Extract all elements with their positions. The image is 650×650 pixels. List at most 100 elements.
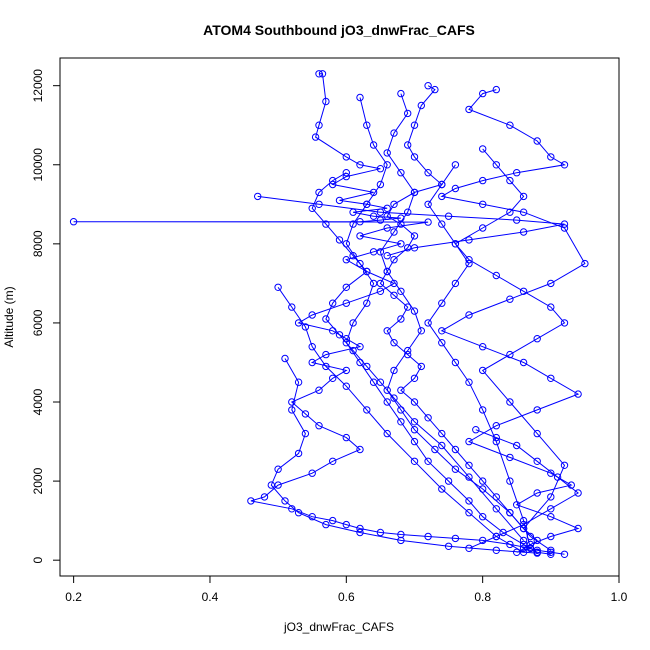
data-point xyxy=(383,429,391,438)
data-point xyxy=(390,339,398,347)
y-tick-label: 4000 xyxy=(31,388,45,415)
series-line xyxy=(427,164,531,549)
data-point xyxy=(533,457,541,465)
data-point xyxy=(342,382,350,390)
series-2 xyxy=(376,82,541,556)
data-point xyxy=(356,161,364,169)
data-point xyxy=(506,453,514,462)
data-point xyxy=(390,200,398,209)
data-point xyxy=(438,441,446,450)
data-point xyxy=(533,406,541,414)
data-point xyxy=(513,169,521,177)
series-3 xyxy=(438,85,589,558)
data-point xyxy=(492,546,500,554)
data-point xyxy=(342,169,350,177)
data-point xyxy=(308,343,316,351)
data-point xyxy=(424,319,432,327)
data-point xyxy=(526,544,535,552)
data-point xyxy=(369,212,378,220)
y-axis: 0 2000 4000 6000 8000 10000 12000 xyxy=(31,69,61,564)
y-tick-label: 12000 xyxy=(31,69,45,103)
data-point xyxy=(451,184,460,193)
data-point xyxy=(363,299,371,307)
data-point xyxy=(519,358,528,367)
data-point xyxy=(465,236,473,244)
data-point xyxy=(342,433,350,442)
data-point xyxy=(397,287,405,295)
data-point xyxy=(431,85,439,94)
data-point xyxy=(410,457,419,465)
data-point xyxy=(294,449,303,458)
data-point xyxy=(547,469,555,477)
data-point xyxy=(451,445,460,454)
data-point xyxy=(342,256,350,264)
data-point xyxy=(318,70,327,78)
x-tick-label: 0.4 xyxy=(202,590,219,604)
data-point xyxy=(329,299,337,307)
data-point xyxy=(533,429,541,438)
series-10 xyxy=(254,192,569,260)
data-point xyxy=(404,303,412,311)
data-point xyxy=(308,469,316,477)
data-point xyxy=(492,161,500,169)
data-point xyxy=(506,176,514,185)
data-point xyxy=(363,267,371,276)
data-point xyxy=(342,172,350,181)
data-point xyxy=(560,550,569,558)
data-point xyxy=(376,528,385,537)
data-point xyxy=(397,89,405,98)
data-point xyxy=(479,343,487,351)
data-point xyxy=(424,82,432,90)
data-point xyxy=(376,378,385,386)
series-12 xyxy=(465,426,582,552)
data-point xyxy=(267,481,275,489)
data-point xyxy=(376,165,385,173)
data-point xyxy=(519,192,528,201)
data-point xyxy=(404,208,412,216)
series-line xyxy=(270,358,538,554)
data-point xyxy=(274,283,282,291)
data-point xyxy=(479,513,487,521)
x-axis: 0.2 0.4 0.6 0.8 1.0 xyxy=(65,575,628,604)
data-point xyxy=(479,406,487,414)
data-point xyxy=(410,398,419,406)
data-point xyxy=(369,188,378,197)
data-point xyxy=(424,414,432,422)
data-point xyxy=(410,307,419,315)
data-point xyxy=(397,315,405,323)
data-point xyxy=(390,291,398,299)
data-point xyxy=(519,516,528,525)
data-point xyxy=(519,536,528,545)
series-1 xyxy=(69,70,569,558)
data-point xyxy=(547,279,555,288)
data-point xyxy=(404,141,412,149)
data-point xyxy=(506,208,514,216)
data-point xyxy=(369,279,378,288)
data-point xyxy=(417,101,425,110)
data-point xyxy=(492,532,500,541)
data-point xyxy=(547,505,555,513)
series-8 xyxy=(424,161,535,552)
data-point xyxy=(294,319,303,327)
data-point xyxy=(390,366,398,375)
x-tick-label: 0.2 xyxy=(65,590,82,604)
data-point xyxy=(438,429,446,438)
data-point xyxy=(533,335,541,343)
data-point xyxy=(329,176,337,185)
data-point xyxy=(383,224,391,232)
data-point xyxy=(492,493,500,501)
data-point xyxy=(322,520,330,529)
data-point xyxy=(410,153,419,161)
data-point xyxy=(506,295,514,303)
data-point xyxy=(288,398,296,406)
data-point xyxy=(553,473,562,481)
data-point xyxy=(383,398,391,406)
y-tick-label: 6000 xyxy=(31,309,45,336)
data-point xyxy=(438,339,446,347)
data-point xyxy=(479,89,487,98)
data-point xyxy=(410,437,419,446)
plot-frame xyxy=(59,57,620,577)
data-point xyxy=(288,505,296,513)
y-tick-label: 0 xyxy=(31,557,45,564)
data-point xyxy=(479,477,487,485)
